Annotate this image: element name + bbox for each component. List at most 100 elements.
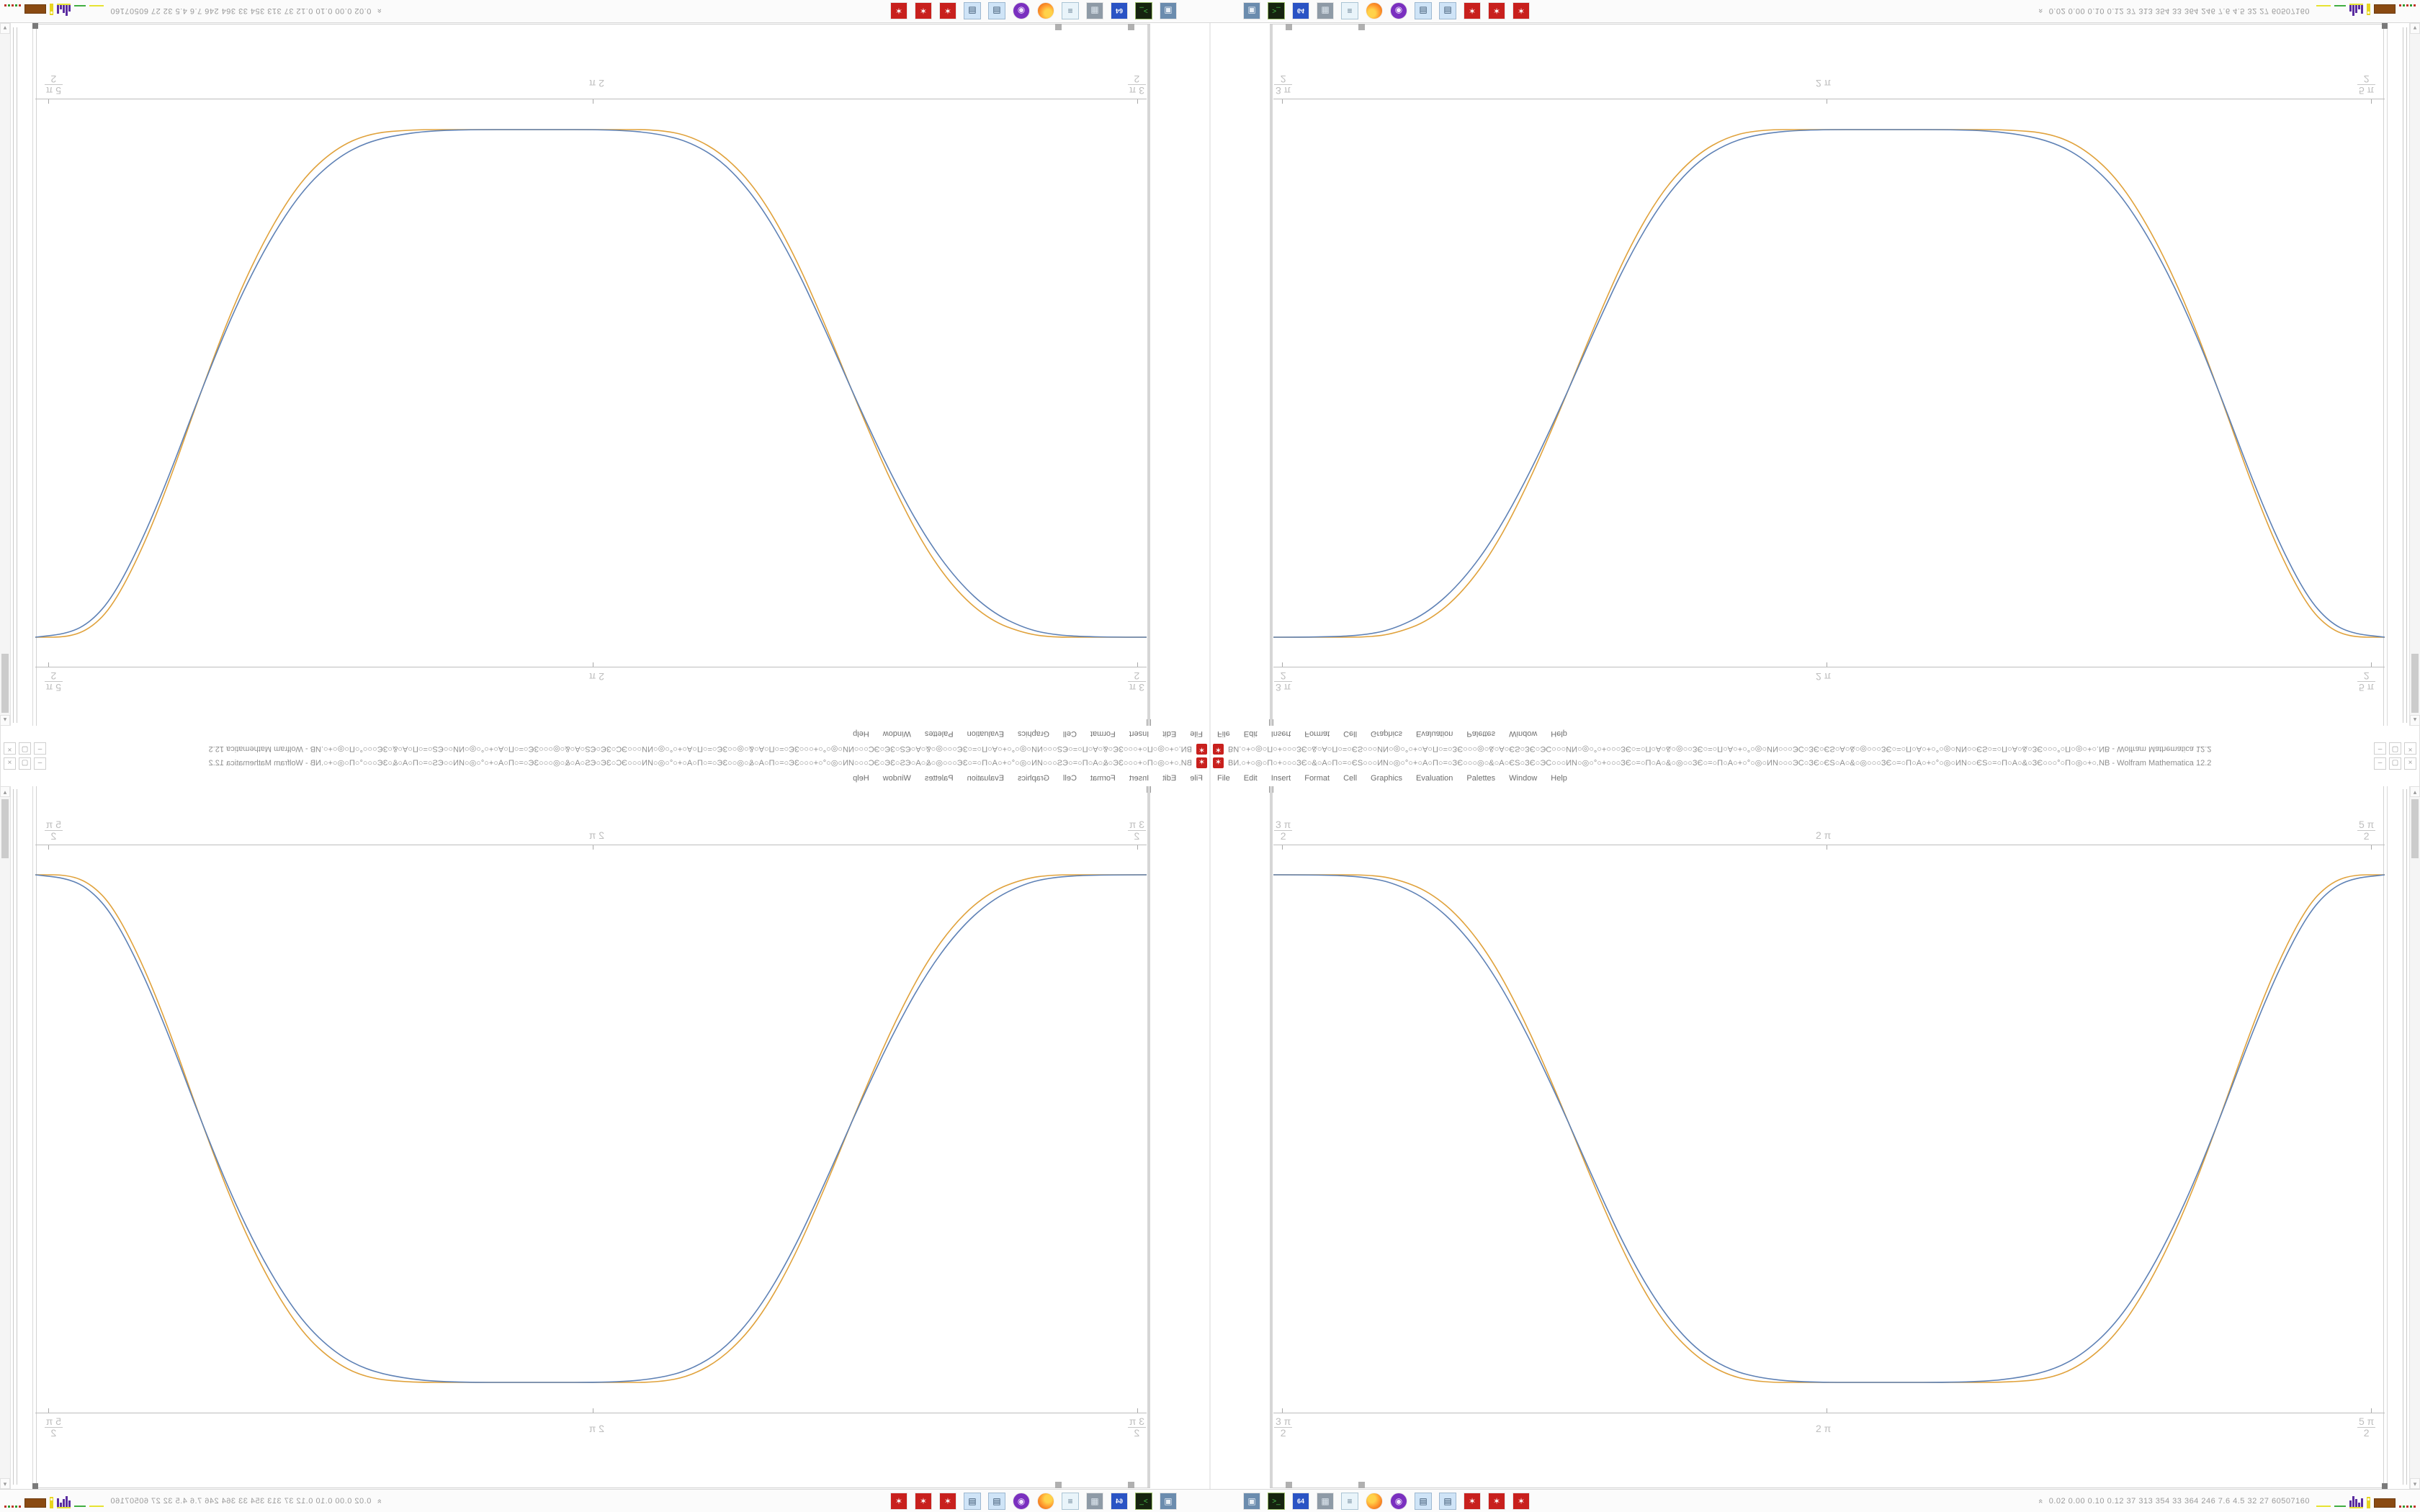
cell-bracket[interactable] (13, 789, 14, 1485)
screenshot-tool-icon[interactable]: ▣ (1160, 2, 1177, 19)
menu-insert[interactable]: Insert (1270, 774, 1291, 783)
menu-insert[interactable]: Insert (1270, 729, 1291, 738)
scroll-down-button[interactable]: ▾ (0, 23, 10, 34)
mathematica-icon[interactable]: ✶ (915, 2, 932, 19)
menu-edit[interactable]: Edit (1162, 729, 1177, 738)
floppy-disk-icon[interactable]: 64 (1111, 2, 1128, 19)
calculator-icon[interactable]: ▤ (988, 1493, 1005, 1510)
systray-expander[interactable]: « (375, 8, 385, 14)
menu-graphics[interactable]: Graphics (1371, 774, 1403, 783)
menu-edit[interactable]: Edit (1243, 729, 1258, 738)
systray-expander[interactable]: « (375, 1498, 385, 1504)
terminal-icon[interactable]: >_ (1135, 2, 1152, 19)
h-scrollbar-thumb[interactable] (1358, 1482, 1365, 1488)
title-bar[interactable]: ✶ ВИ.○+○◎○П○+○○○ЗЄ○&○А○П○=○ЄЅ○○○ИN○◎○°○+… (1211, 756, 2419, 770)
menu-window[interactable]: Window (1509, 729, 1538, 738)
menu-format[interactable]: Format (1304, 729, 1330, 738)
menu-edit[interactable]: Edit (1162, 774, 1177, 783)
system-monitor-icon[interactable]: ▦ (1086, 1493, 1103, 1510)
h-scrollbar-thumb[interactable] (1055, 1482, 1062, 1488)
h-scrollbar-thumb[interactable] (1286, 1482, 1292, 1488)
mathematica-icon[interactable]: ✶ (939, 1493, 956, 1510)
mathematica-spikey-icon[interactable]: ✶ (1213, 744, 1224, 755)
h-scrollbar-thumb[interactable] (1358, 24, 1365, 30)
scroll-up-button[interactable]: ▴ (2410, 786, 2420, 797)
mathematica-icon[interactable]: ✶ (1488, 2, 1505, 19)
menu-evaluation[interactable]: Evaluation (1416, 729, 1453, 738)
title-bar[interactable]: ✶ ВИ.○+○◎○П○+○○○ЗЄ○&○А○П○=○ЄЅ○○○ИN○◎○°○+… (1, 756, 1209, 770)
mathematica-icon[interactable]: ✶ (1488, 1493, 1505, 1510)
scroll-up-button[interactable]: ▴ (2410, 715, 2420, 726)
purple-app-icon[interactable]: ◉ (1013, 2, 1030, 19)
cell-bracket[interactable] (2406, 789, 2407, 1485)
terminal-icon[interactable]: >_ (1135, 1493, 1152, 1510)
maximize-button[interactable]: ▢ (2389, 757, 2401, 770)
selection-resize-handle[interactable] (2382, 23, 2388, 29)
menu-format[interactable]: Format (1090, 729, 1116, 738)
terminal-icon[interactable]: >_ (1268, 1493, 1285, 1510)
menu-window[interactable]: Window (882, 729, 911, 738)
minimize-button[interactable]: – (2374, 757, 2386, 770)
menu-insert[interactable]: Insert (1129, 774, 1150, 783)
floppy-disk-icon[interactable]: 64 (1292, 1493, 1309, 1510)
graphic-selection-left-border[interactable] (1147, 24, 1150, 726)
firefox-icon[interactable] (1037, 1493, 1054, 1510)
close-button[interactable]: × (2404, 742, 2416, 755)
menu-file[interactable]: File (1217, 774, 1230, 783)
text-editor-icon[interactable]: ≡ (1062, 1493, 1079, 1510)
calculator-icon[interactable]: ▤ (964, 1493, 981, 1510)
firefox-icon[interactable] (1037, 2, 1054, 19)
text-editor-icon[interactable]: ≡ (1062, 2, 1079, 19)
calculator-icon[interactable]: ▤ (988, 2, 1005, 19)
menu-format[interactable]: Format (1090, 774, 1116, 783)
menu-palettes[interactable]: Palettes (924, 774, 954, 783)
minimize-button[interactable]: – (2374, 742, 2386, 755)
menu-file[interactable]: File (1190, 774, 1203, 783)
purple-app-icon[interactable]: ◉ (1390, 2, 1407, 19)
menu-edit[interactable]: Edit (1243, 774, 1258, 783)
selection-resize-handle[interactable] (2382, 1483, 2388, 1489)
mathematica-icon[interactable]: ✶ (1464, 1493, 1481, 1510)
vertical-scrollbar[interactable]: ▴ ▾ (0, 786, 11, 1489)
maximize-button[interactable]: ▢ (2389, 742, 2401, 755)
floppy-disk-icon[interactable]: 64 (1111, 1493, 1128, 1510)
menu-format[interactable]: Format (1304, 774, 1330, 783)
mathematica-icon[interactable]: ✶ (1512, 2, 1530, 19)
h-scrollbar-thumb[interactable] (1128, 24, 1134, 30)
title-bar[interactable]: ✶ ВИ.○+○◎○П○+○○○ЗЄ○&○А○П○=○ЄЅ○○○ИN○◎○°○+… (1211, 742, 2419, 756)
menu-cell[interactable]: Cell (1343, 774, 1358, 783)
text-editor-icon[interactable]: ≡ (1341, 1493, 1358, 1510)
menu-palettes[interactable]: Palettes (1466, 729, 1496, 738)
mathematica-spikey-icon[interactable]: ✶ (1213, 757, 1224, 768)
mathematica-icon[interactable]: ✶ (939, 2, 956, 19)
menu-graphics[interactable]: Graphics (1017, 729, 1049, 738)
h-scrollbar-thumb[interactable] (1055, 24, 1062, 30)
floppy-disk-icon[interactable]: 64 (1292, 2, 1309, 19)
menu-graphics[interactable]: Graphics (1017, 774, 1049, 783)
text-editor-icon[interactable]: ≡ (1341, 2, 1358, 19)
menu-palettes[interactable]: Palettes (1466, 774, 1496, 783)
calculator-icon[interactable]: ▤ (1439, 1493, 1456, 1510)
mathematica-icon[interactable]: ✶ (890, 2, 908, 19)
close-button[interactable]: × (4, 757, 16, 770)
scrollbar-thumb[interactable] (2411, 654, 2419, 713)
menu-palettes[interactable]: Palettes (924, 729, 954, 738)
minimize-button[interactable]: – (34, 757, 46, 770)
menu-help[interactable]: Help (853, 774, 869, 783)
close-button[interactable]: × (2404, 757, 2416, 770)
maximize-button[interactable]: ▢ (19, 757, 31, 770)
menu-file[interactable]: File (1190, 729, 1203, 738)
menu-evaluation[interactable]: Evaluation (1416, 774, 1453, 783)
menu-graphics[interactable]: Graphics (1371, 729, 1403, 738)
menu-cell[interactable]: Cell (1062, 729, 1077, 738)
mathematica-spikey-icon[interactable]: ✶ (1196, 744, 1207, 755)
menu-evaluation[interactable]: Evaluation (967, 729, 1004, 738)
screenshot-tool-icon[interactable]: ▣ (1243, 2, 1260, 19)
title-bar[interactable]: ✶ ВИ.○+○◎○П○+○○○ЗЄ○&○А○П○=○ЄЅ○○○ИN○◎○°○+… (1, 742, 1209, 756)
system-monitor-icon[interactable]: ▦ (1086, 2, 1103, 19)
menu-help[interactable]: Help (1551, 774, 1567, 783)
selection-resize-handle[interactable] (32, 23, 38, 29)
calculator-icon[interactable]: ▤ (1415, 2, 1432, 19)
scrollbar-thumb[interactable] (1, 799, 9, 858)
vertical-scrollbar[interactable]: ▴ ▾ (0, 23, 11, 726)
